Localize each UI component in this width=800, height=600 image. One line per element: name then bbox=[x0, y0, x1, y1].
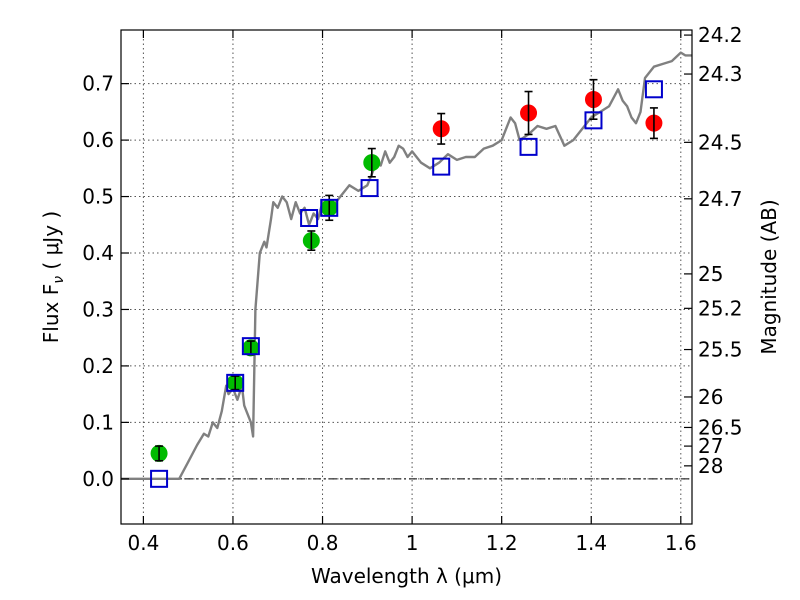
y2-tick-label: 25.5 bbox=[698, 338, 743, 362]
plot-frame bbox=[120, 29, 693, 525]
y-tick-label: 0.0 bbox=[82, 467, 114, 491]
model-band-flux bbox=[644, 80, 663, 99]
model-band-flux bbox=[241, 337, 260, 356]
x-tick-label: 1 bbox=[406, 531, 419, 555]
model-band-flux bbox=[432, 157, 451, 176]
y-tick-label: 0.2 bbox=[82, 354, 114, 378]
y2-tick-label: 28 bbox=[698, 454, 723, 478]
y-axis-label-subscript: ν bbox=[51, 276, 67, 284]
y-tick-label: 0.4 bbox=[82, 241, 114, 265]
model-spectrum bbox=[121, 51, 692, 480]
x-tick-label: 0.8 bbox=[307, 531, 339, 555]
model-band-flux bbox=[360, 179, 379, 198]
x-tick-label: 1.6 bbox=[665, 531, 697, 555]
y2-tick-label: 26.5 bbox=[698, 415, 743, 439]
model-band-flux bbox=[150, 469, 169, 488]
grid bbox=[121, 30, 692, 524]
x-tick-label: 0.6 bbox=[217, 531, 249, 555]
model-band-flux bbox=[300, 209, 319, 228]
y-tick-label: 0.1 bbox=[82, 410, 114, 434]
model-band-flux bbox=[226, 373, 245, 392]
y2-tick-label: 25.2 bbox=[698, 296, 743, 320]
y-tick-label: 0.7 bbox=[82, 72, 114, 96]
y2-tick-label: 25 bbox=[698, 262, 723, 286]
data-markers bbox=[150, 78, 663, 488]
axis-ticks: 0.4 0.6 0.8 1 1.2 1.4 1.6 0.0 0.1 0.2 0.3 0.4 0.5 0.6… bbox=[82, 23, 742, 555]
y2-tick-label: 24.5 bbox=[698, 130, 743, 154]
x-tick-label: 1.2 bbox=[486, 531, 518, 555]
model-curve bbox=[121, 51, 692, 480]
y2-tick-label: 26 bbox=[698, 385, 723, 409]
model-band-flux bbox=[320, 198, 339, 217]
y2-axis-label: Magnitude (AB) bbox=[757, 199, 781, 354]
model-band-flux bbox=[584, 111, 603, 130]
x-tick-label: 0.4 bbox=[127, 531, 159, 555]
x-tick-label: 1.4 bbox=[575, 531, 607, 555]
y-axis-label: Flux Fν ( μJy ) bbox=[39, 211, 67, 343]
y-tick-label: 0.5 bbox=[82, 185, 114, 209]
y2-tick-label: 27 bbox=[698, 434, 723, 458]
model-band-flux bbox=[519, 137, 538, 156]
y2-tick-label: 24.3 bbox=[698, 62, 743, 86]
y-axis-label-main: Flux F bbox=[39, 284, 63, 343]
y-tick-label: 0.3 bbox=[82, 297, 114, 321]
y-axis-label-unit: ( μJy ) bbox=[39, 211, 63, 276]
x-axis-label: Wavelength λ (μm) bbox=[311, 564, 502, 588]
y-tick-label: 0.6 bbox=[82, 128, 114, 152]
y2-tick-label: 24.2 bbox=[698, 23, 743, 47]
y2-tick-label: 24.7 bbox=[698, 187, 743, 211]
